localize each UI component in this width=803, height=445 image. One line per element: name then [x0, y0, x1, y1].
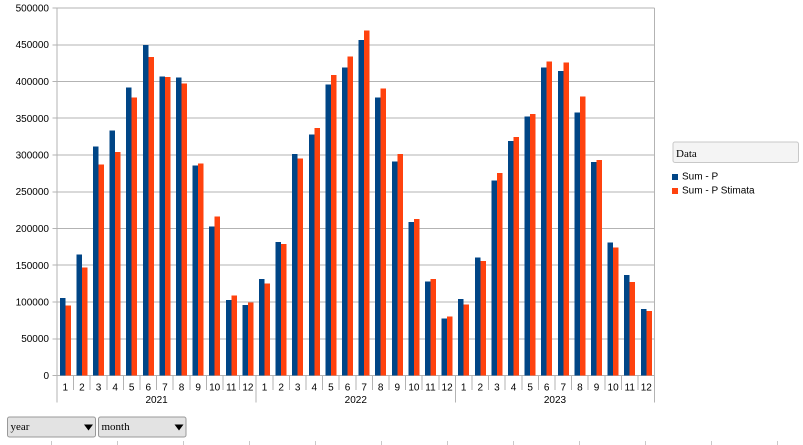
svg-text:4: 4: [112, 383, 118, 394]
svg-text:12: 12: [442, 383, 454, 394]
svg-text:10: 10: [408, 383, 420, 394]
svg-text:9: 9: [395, 383, 401, 394]
svg-text:12: 12: [242, 383, 254, 394]
svg-text:6: 6: [345, 383, 351, 394]
svg-text:400000: 400000: [16, 77, 50, 88]
svg-text:9: 9: [594, 383, 600, 394]
svg-text:5: 5: [328, 383, 334, 394]
svg-text:6: 6: [544, 383, 550, 394]
svg-text:0: 0: [43, 371, 49, 382]
svg-text:2: 2: [278, 383, 284, 394]
svg-text:4: 4: [511, 383, 517, 394]
svg-text:2023: 2023: [544, 395, 567, 406]
svg-text:2021: 2021: [145, 395, 168, 406]
svg-text:10: 10: [608, 383, 620, 394]
svg-text:Sum - P: Sum - P: [682, 172, 718, 183]
svg-text:50000: 50000: [21, 334, 49, 345]
svg-text:7: 7: [361, 383, 367, 394]
svg-text:6: 6: [146, 383, 152, 394]
svg-text:250000: 250000: [16, 187, 50, 198]
svg-text:2: 2: [478, 383, 484, 394]
svg-text:200000: 200000: [16, 224, 50, 235]
svg-text:1: 1: [461, 383, 467, 394]
svg-text:3: 3: [295, 383, 301, 394]
svg-text:7: 7: [162, 383, 168, 394]
svg-text:3: 3: [494, 383, 500, 394]
svg-text:300000: 300000: [16, 151, 50, 162]
svg-text:Sum - P Stimata: Sum - P Stimata: [682, 186, 755, 197]
svg-text:11: 11: [425, 383, 436, 394]
svg-text:150000: 150000: [16, 261, 50, 272]
svg-text:5: 5: [129, 383, 135, 394]
svg-text:4: 4: [312, 383, 318, 394]
svg-text:year: year: [11, 421, 30, 433]
svg-text:350000: 350000: [16, 114, 50, 125]
svg-text:1: 1: [262, 383, 268, 394]
svg-text:450000: 450000: [16, 40, 50, 51]
svg-text:1: 1: [63, 383, 69, 394]
svg-text:Data: Data: [676, 148, 697, 160]
svg-text:11: 11: [226, 383, 237, 394]
svg-text:8: 8: [577, 383, 583, 394]
svg-text:month: month: [102, 421, 131, 433]
svg-text:2022: 2022: [345, 395, 368, 406]
svg-text:500000: 500000: [16, 4, 50, 15]
svg-text:7: 7: [561, 383, 567, 394]
svg-text:3: 3: [96, 383, 102, 394]
svg-text:5: 5: [527, 383, 533, 394]
svg-text:10: 10: [209, 383, 221, 394]
svg-text:8: 8: [179, 383, 185, 394]
svg-text:8: 8: [378, 383, 384, 394]
svg-text:11: 11: [625, 383, 636, 394]
svg-text:100000: 100000: [16, 298, 50, 309]
svg-text:2: 2: [79, 383, 85, 394]
svg-text:12: 12: [641, 383, 653, 394]
svg-text:9: 9: [195, 383, 201, 394]
